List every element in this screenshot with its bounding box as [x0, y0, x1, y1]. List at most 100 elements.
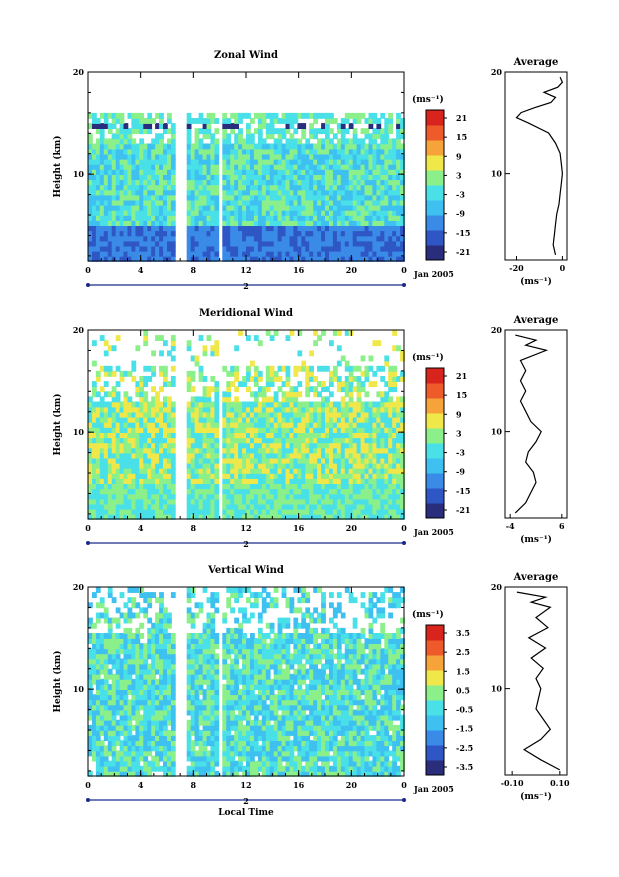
heatmap-cell	[222, 366, 227, 372]
heatmap-cell	[214, 396, 219, 402]
heatmap-cell	[313, 118, 318, 124]
heatmap-cell	[258, 371, 263, 377]
heatmap-cell	[337, 361, 342, 367]
colorbar-units: (ms⁻¹)	[412, 94, 444, 105]
x-tick-label: 0	[85, 265, 91, 275]
heatmap-cell	[396, 138, 401, 144]
heatmap-cell	[270, 133, 275, 139]
panel-title: Meridional Wind	[199, 308, 293, 319]
heatmap-cell	[171, 345, 176, 351]
profile-line	[515, 335, 546, 513]
heatmap-cell	[171, 169, 176, 175]
heatmap-cell	[317, 391, 322, 397]
heatmap-cell	[325, 761, 330, 767]
colorbar-tick-label: -3	[456, 448, 465, 458]
heatmap-cell	[171, 756, 176, 762]
heatmap-cell	[214, 463, 219, 469]
heatmap-cell	[293, 396, 298, 402]
heatmap-cell	[88, 138, 93, 144]
heatmap-cell	[234, 371, 239, 377]
heatmap-cell	[226, 730, 231, 736]
heatmap-cell	[274, 113, 279, 119]
heatmap-cell	[290, 123, 295, 129]
heatmap-cell	[128, 396, 133, 402]
heatmap-cell	[171, 407, 176, 413]
heatmap-cell	[214, 154, 219, 160]
heatmap-cell	[214, 164, 219, 170]
heatmap-cell	[104, 350, 109, 356]
heatmap-cell	[293, 371, 298, 377]
heatmap-cell	[230, 381, 235, 387]
heatmap-cell	[214, 381, 219, 387]
heatmap-cell	[305, 391, 310, 397]
heatmap-cell	[380, 366, 385, 372]
heatmap-cell	[128, 133, 133, 139]
heatmap-cell	[329, 113, 334, 119]
heatmap-cell	[274, 396, 279, 402]
heatmap-cell	[131, 138, 136, 144]
colorbar-tick-label: 15	[456, 132, 467, 142]
colorbar-swatch	[426, 368, 444, 384]
profile-y-tick-label: 20	[491, 325, 503, 335]
heatmap-cell	[254, 740, 259, 746]
heatmap-cell	[254, 396, 259, 402]
heatmap-cell	[187, 138, 192, 144]
x-tick-label: 16	[293, 265, 305, 275]
heatmap-cell	[163, 366, 168, 372]
heatmap-cell	[147, 113, 152, 119]
heatmap-cell	[250, 133, 255, 139]
heatmap-cell	[313, 133, 318, 139]
heatmap-cell	[116, 396, 121, 402]
heatmap-cell	[167, 118, 172, 124]
y-tick-label: 10	[73, 427, 85, 437]
profile-x-tick-label: -4	[506, 521, 515, 531]
heatmap-cell	[214, 190, 219, 196]
day-bar-end	[402, 283, 406, 287]
heatmap-cell	[187, 123, 192, 129]
heatmap-cell	[337, 345, 342, 351]
heatmap-cell	[278, 386, 283, 392]
heatmap-cell	[124, 123, 129, 129]
heatmap-cell	[139, 138, 144, 144]
heatmap-cell	[214, 118, 219, 124]
day-label: 2	[243, 281, 249, 291]
heatmap-cell	[234, 123, 239, 129]
colorbar-swatch	[426, 110, 444, 126]
heatmap-cell	[234, 396, 239, 402]
x-tick-label: 12	[240, 523, 251, 533]
heatmap-cell	[143, 756, 148, 762]
heatmap-cell	[116, 366, 121, 372]
heatmap-cell	[396, 345, 401, 351]
heatmap-cell	[214, 340, 219, 346]
heatmap-cell	[167, 113, 172, 119]
heatmap-cell	[116, 381, 121, 387]
heatmap-cell	[329, 138, 334, 144]
heatmap-cell	[171, 356, 176, 362]
heatmap-cell	[147, 128, 152, 134]
heatmap-cell	[131, 361, 136, 367]
heatmap-cell	[262, 138, 267, 144]
heatmap-cell	[214, 184, 219, 190]
heatmap-cell	[171, 215, 176, 221]
x-tick-label: 4	[138, 265, 144, 275]
heatmap-cell	[139, 113, 144, 119]
heatmap-cell	[270, 381, 275, 387]
heatmap-cell	[147, 376, 152, 382]
heatmap-cell	[207, 335, 212, 341]
heatmap-cell	[325, 386, 330, 392]
heatmap-cell	[214, 128, 219, 134]
heatmap-cell	[171, 417, 176, 423]
heatmap-cell	[151, 118, 156, 124]
colorbar-tick-label: 3	[456, 170, 462, 180]
heatmap-cell	[258, 376, 263, 382]
heatmap-cell	[199, 371, 204, 377]
heatmap-cell	[214, 225, 219, 231]
heatmap-cell	[246, 386, 251, 392]
x-tick-label: 20	[346, 523, 358, 533]
heatmap-cell	[329, 340, 334, 346]
heatmap-cell	[214, 407, 219, 413]
heatmap-cell	[254, 335, 259, 341]
heatmap-cell	[88, 396, 93, 402]
heatmap-cell	[376, 118, 381, 124]
heatmap-cell	[341, 123, 346, 129]
